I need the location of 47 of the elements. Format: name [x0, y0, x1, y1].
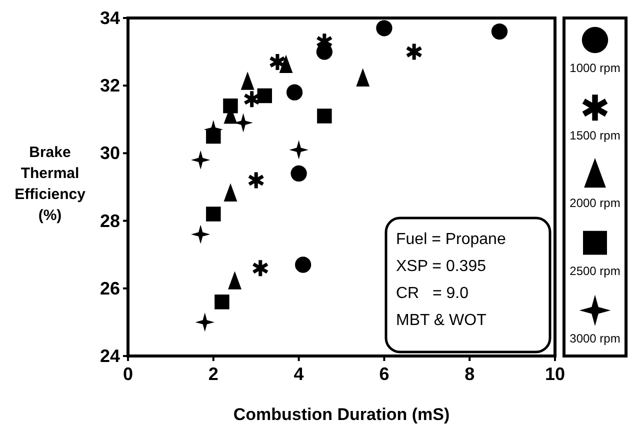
- point: [257, 88, 272, 104]
- legend-label: 1500 rpm: [570, 128, 620, 143]
- point: [243, 89, 261, 109]
- point: [376, 20, 392, 36]
- y-tick-label: 24: [100, 346, 120, 366]
- point: [286, 84, 303, 100]
- legend-label: 1000 rpm: [570, 61, 620, 75]
- y-axis-title: Brake Thermal Efficiency (%): [14, 144, 86, 224]
- x-tick-label: 8: [464, 364, 475, 384]
- point: [190, 224, 210, 244]
- text: 3000 rpm: [570, 331, 620, 346]
- x-tick-label: 4: [294, 364, 304, 384]
- point: [317, 108, 332, 124]
- x-axis-title: Combustion Duration (mS): [233, 405, 450, 424]
- point: [214, 294, 230, 310]
- point: [491, 23, 508, 40]
- point: [268, 52, 286, 72]
- point: [228, 271, 242, 290]
- x-tick-label: 10: [544, 364, 566, 384]
- point: [252, 258, 270, 278]
- point: [405, 42, 423, 62]
- legend-label: 2500 rpm: [570, 264, 620, 278]
- annotation: XSP = 0.395: [396, 258, 486, 275]
- y-tick-label: 32: [100, 76, 120, 96]
- x-tick-label: 2: [208, 364, 218, 384]
- point: [190, 150, 210, 170]
- point: [223, 98, 238, 114]
- point: [356, 68, 370, 87]
- y-tick-label: 28: [100, 210, 120, 231]
- annotation: CR = 9.0: [396, 285, 469, 302]
- point: [294, 256, 312, 273]
- y-tick-label: 30: [100, 143, 120, 164]
- y-tick-label: 26: [100, 278, 120, 298]
- point: [247, 170, 265, 190]
- point: [195, 312, 214, 332]
- point: [289, 140, 308, 160]
- y-tick-label: 34: [100, 8, 120, 28]
- point: [224, 183, 238, 202]
- point: [279, 54, 293, 73]
- annotation: MBT & WOT: [396, 312, 487, 329]
- point: [206, 206, 221, 222]
- point: [290, 165, 307, 182]
- text: 2000 rpm: [570, 196, 620, 210]
- point: [240, 72, 254, 90]
- annotation: Fuel = Propane: [396, 231, 506, 248]
- x-tick-label: 6: [379, 364, 390, 384]
- x-tick-label: 0: [122, 364, 134, 384]
